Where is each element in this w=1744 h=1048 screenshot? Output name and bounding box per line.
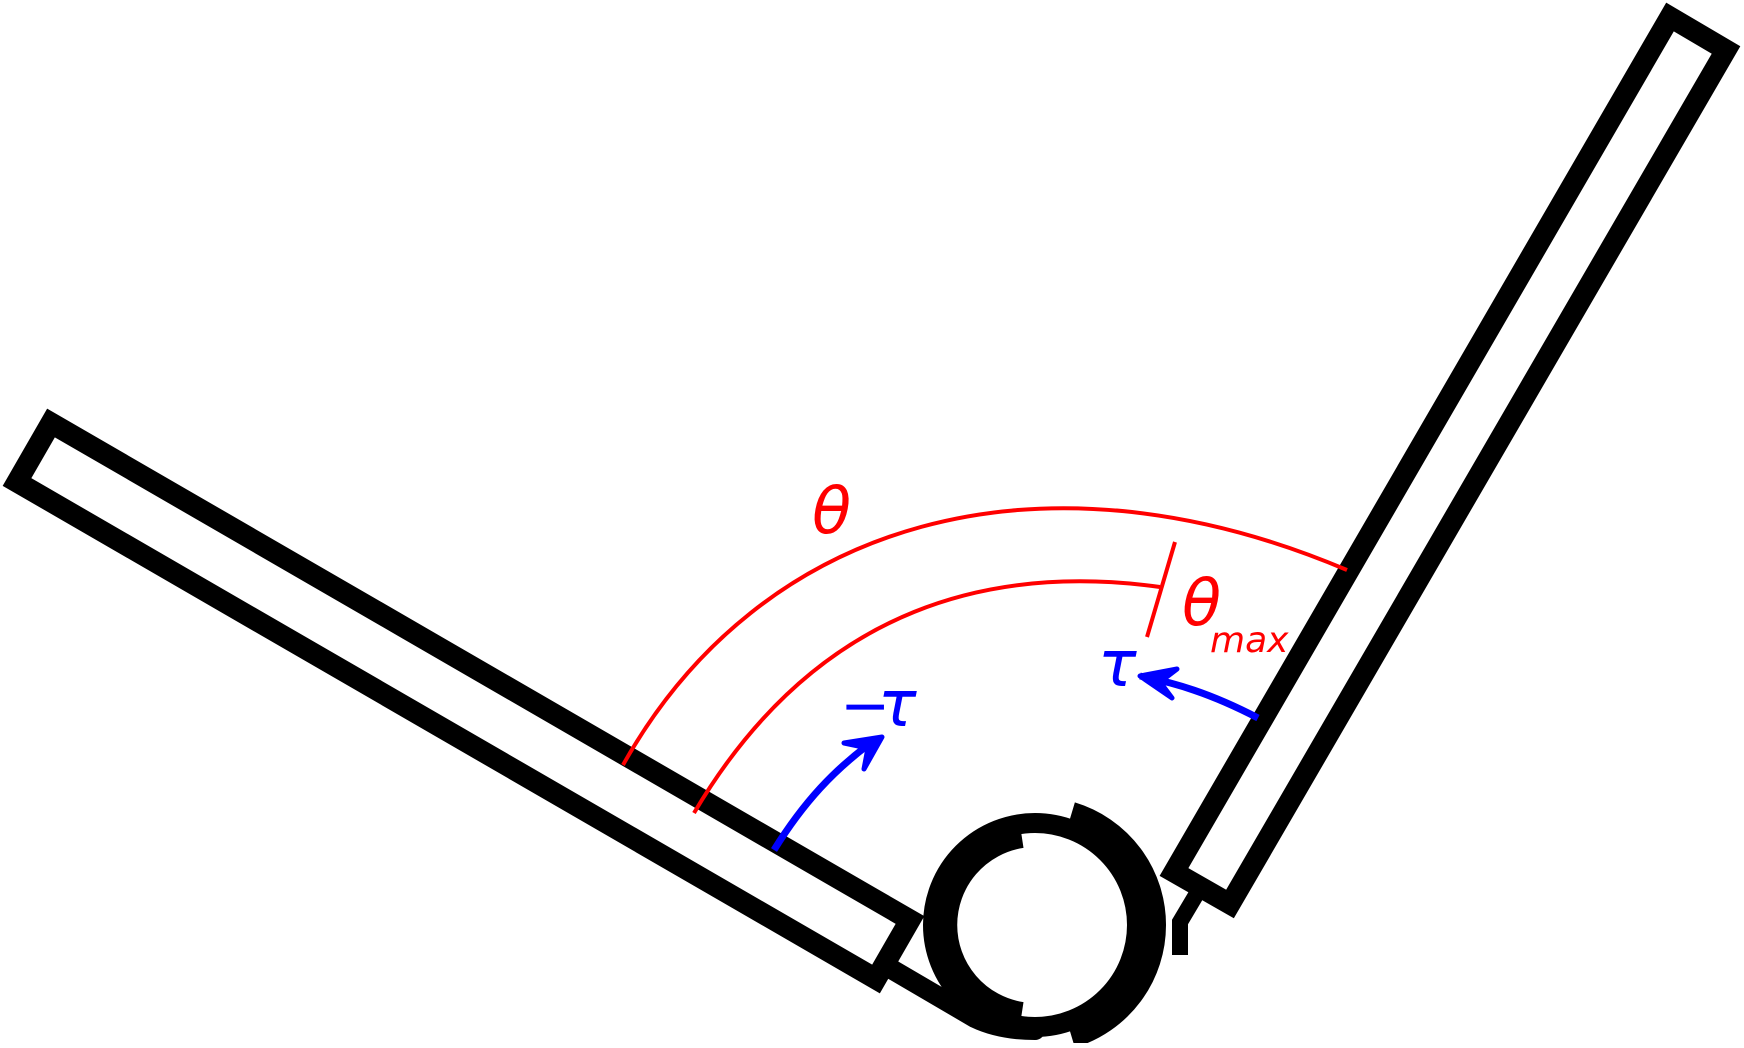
- left-arm: [2, 408, 925, 994]
- neg-tau-sign: −: [840, 671, 890, 741]
- tau-label: τ: [1098, 628, 1137, 702]
- theta-arc: [621, 506, 1348, 766]
- spring-outer-coil: [923, 813, 1147, 1037]
- right-arm: [1159, 2, 1741, 919]
- spring-right-coil: [1069, 802, 1167, 1048]
- theta-max-arc: [692, 579, 1161, 815]
- theta-max-subscript: max: [1210, 620, 1289, 661]
- torsion-spring: [923, 802, 1167, 1048]
- theta-label: θ: [812, 475, 851, 549]
- tau-arrowhead: [1137, 666, 1180, 701]
- spring-left-coil: [937, 828, 1024, 1022]
- neg-tau-arrow-shaft: [771, 742, 871, 852]
- right-arm-connector: [1172, 885, 1206, 955]
- neg-tau-symbol: τ: [878, 668, 917, 742]
- theta-max-tick: [1145, 541, 1177, 638]
- theta-max-symbol: θ: [1182, 567, 1221, 641]
- neg-tau-arrowhead: [841, 734, 885, 772]
